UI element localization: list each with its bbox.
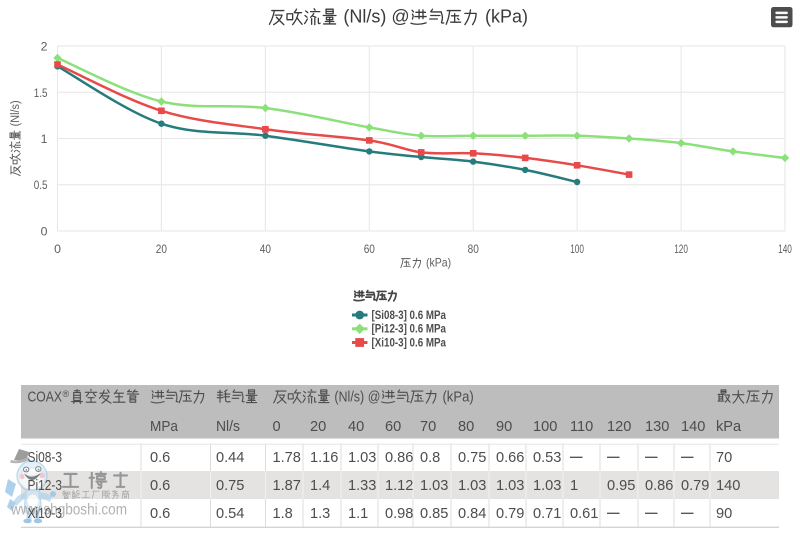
svg-text:2: 2 xyxy=(41,40,48,54)
svg-text:COAX: COAX xyxy=(28,388,63,405)
svg-text:70: 70 xyxy=(716,450,732,466)
svg-text:100: 100 xyxy=(533,419,557,435)
svg-text:0.53: 0.53 xyxy=(533,450,561,466)
svg-text:0.71: 0.71 xyxy=(533,506,561,522)
svg-text:(kPa): (kPa) xyxy=(439,388,474,405)
svg-text:Nl/s: Nl/s xyxy=(216,419,240,435)
svg-text:80: 80 xyxy=(458,419,474,435)
svg-text:1.87: 1.87 xyxy=(273,478,301,494)
svg-text:0.86: 0.86 xyxy=(385,450,413,466)
svg-text:0: 0 xyxy=(41,225,48,239)
svg-text:www.shgboshi.com: www.shgboshi.com xyxy=(10,502,127,519)
svg-text:1.16: 1.16 xyxy=(310,450,338,466)
svg-text:0.75: 0.75 xyxy=(458,450,486,466)
svg-text:1: 1 xyxy=(570,478,578,494)
svg-text:20: 20 xyxy=(310,419,326,435)
svg-text:0.61: 0.61 xyxy=(570,506,598,522)
svg-text:1.03: 1.03 xyxy=(496,478,524,494)
svg-text:0.6: 0.6 xyxy=(150,450,170,466)
svg-text:0.95: 0.95 xyxy=(607,478,635,494)
svg-text:1.12: 1.12 xyxy=(385,478,413,494)
svg-text:120: 120 xyxy=(607,419,631,435)
svg-text:(Nl/s): (Nl/s) xyxy=(10,100,22,129)
svg-text:1.3: 1.3 xyxy=(310,506,330,522)
svg-text:140: 140 xyxy=(778,242,792,256)
svg-text:0.79: 0.79 xyxy=(496,506,524,522)
svg-text:130: 130 xyxy=(645,419,669,435)
svg-text:(Nl/s) @: (Nl/s) @ xyxy=(331,388,381,405)
svg-text:Pi12-3: Pi12-3 xyxy=(28,478,63,494)
svg-text:0.44: 0.44 xyxy=(216,450,244,466)
svg-text:0.54: 0.54 xyxy=(216,506,244,522)
svg-text:40: 40 xyxy=(260,242,271,256)
svg-text:1.03: 1.03 xyxy=(420,478,448,494)
svg-text:110: 110 xyxy=(570,419,593,435)
svg-text:1.03: 1.03 xyxy=(458,478,486,494)
svg-text:(kPa): (kPa) xyxy=(423,256,451,270)
svg-text:1.03: 1.03 xyxy=(533,478,561,494)
svg-text:0.75: 0.75 xyxy=(216,478,244,494)
svg-text:1.5: 1.5 xyxy=(34,86,48,100)
svg-text:0.6: 0.6 xyxy=(150,478,170,494)
svg-text:Si08-3: Si08-3 xyxy=(28,450,63,466)
svg-text:(kPa): (kPa) xyxy=(480,7,528,27)
svg-text:0.86: 0.86 xyxy=(645,478,673,494)
svg-text:1.03: 1.03 xyxy=(348,450,376,466)
svg-text:0.79: 0.79 xyxy=(681,478,709,494)
svg-text:1.4: 1.4 xyxy=(310,478,330,494)
svg-text:0.5: 0.5 xyxy=(34,178,48,192)
svg-text:1: 1 xyxy=(41,132,48,146)
svg-text:60: 60 xyxy=(364,242,375,256)
svg-text:0.98: 0.98 xyxy=(385,506,413,522)
svg-text:MPa: MPa xyxy=(150,419,179,435)
svg-text:0.85: 0.85 xyxy=(420,506,448,522)
svg-text:(Nl/s) @: (Nl/s) @ xyxy=(338,7,409,27)
svg-text:80: 80 xyxy=(468,242,479,256)
svg-text:90: 90 xyxy=(496,419,512,435)
svg-text:kPa: kPa xyxy=(716,419,742,435)
svg-text:60: 60 xyxy=(385,419,401,435)
svg-text:20: 20 xyxy=(156,242,167,256)
svg-text:40: 40 xyxy=(348,419,364,435)
svg-text:90: 90 xyxy=(716,506,732,522)
svg-text:0.6: 0.6 xyxy=(150,506,170,522)
svg-text:0.84: 0.84 xyxy=(458,506,486,522)
svg-text:0.66: 0.66 xyxy=(496,450,524,466)
svg-text:[Xi10-3] 0.6 MPa: [Xi10-3] 0.6 MPa xyxy=(372,337,447,349)
svg-text:0: 0 xyxy=(54,242,61,256)
svg-text:1.33: 1.33 xyxy=(348,478,376,494)
svg-text:100: 100 xyxy=(570,242,584,256)
svg-text:[Si08-3] 0.6 MPa: [Si08-3] 0.6 MPa xyxy=(372,310,447,322)
svg-text:70: 70 xyxy=(420,419,436,435)
svg-text:Xi10-3: Xi10-3 xyxy=(28,506,63,522)
svg-text:[Pi12-3] 0.6 MPa: [Pi12-3] 0.6 MPa xyxy=(372,324,447,336)
svg-text:1.78: 1.78 xyxy=(273,450,301,466)
svg-text:0.8: 0.8 xyxy=(420,450,440,466)
svg-text:140: 140 xyxy=(716,478,740,494)
svg-text:®: ® xyxy=(63,389,70,399)
svg-text:1.8: 1.8 xyxy=(273,506,293,522)
svg-text:140: 140 xyxy=(681,419,705,435)
svg-text:0: 0 xyxy=(273,419,281,435)
svg-text:1.1: 1.1 xyxy=(348,506,368,522)
svg-text:120: 120 xyxy=(674,242,688,256)
